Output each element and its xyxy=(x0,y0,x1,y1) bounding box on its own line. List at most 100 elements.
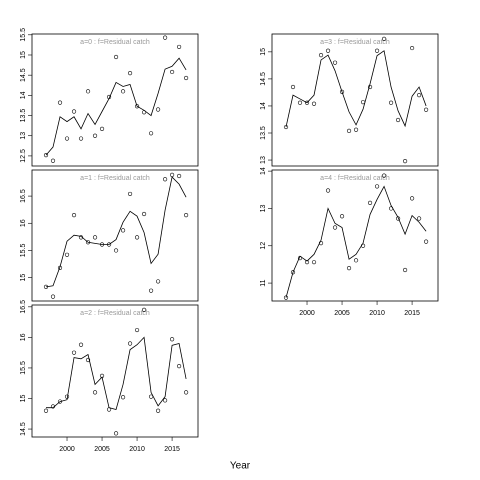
data-point xyxy=(290,270,296,275)
data-point xyxy=(120,89,126,94)
data-point xyxy=(113,431,119,436)
data-point xyxy=(353,127,359,132)
y-tick-label: 13.5 xyxy=(20,109,27,123)
y-tick-label: 13 xyxy=(260,156,267,164)
data-point xyxy=(183,75,189,81)
data-point xyxy=(290,84,296,90)
y-tick-label: 15.5 xyxy=(20,244,27,258)
data-point xyxy=(50,158,56,163)
panel-frame xyxy=(31,304,199,438)
panel-frame xyxy=(271,169,439,302)
y-tick-label: 14.5 xyxy=(20,422,27,436)
y-tick-label: 13.5 xyxy=(260,126,267,140)
y-tick-label: 12 xyxy=(260,242,267,250)
x-tick-label: 2005 xyxy=(334,310,350,317)
x-tick-label: 2010 xyxy=(129,446,145,453)
data-point xyxy=(402,159,408,164)
data-point xyxy=(85,89,91,94)
data-point xyxy=(71,109,77,114)
data-point xyxy=(297,100,303,105)
data-point xyxy=(134,104,140,109)
data-point xyxy=(423,239,429,244)
panel-title: a=2 : f=Residual catch xyxy=(80,310,150,317)
y-tick-label: 16 xyxy=(20,219,27,227)
data-point xyxy=(353,258,359,263)
panel-frame xyxy=(31,33,199,167)
data-point xyxy=(141,211,147,217)
data-point xyxy=(416,216,422,221)
data-point xyxy=(155,279,161,284)
data-point xyxy=(113,248,119,253)
data-point xyxy=(169,172,175,177)
y-tick-label: 15 xyxy=(20,274,27,282)
data-point xyxy=(127,341,133,346)
y-tick-label: 14 xyxy=(260,167,267,175)
y-tick-label: 12.5 xyxy=(20,149,27,163)
data-point xyxy=(127,191,133,197)
data-point xyxy=(311,101,317,106)
fit-line xyxy=(45,57,187,156)
data-point xyxy=(374,184,380,189)
data-point xyxy=(71,213,77,218)
data-point xyxy=(176,44,182,50)
data-point xyxy=(183,390,189,395)
data-point xyxy=(78,136,84,141)
data-point xyxy=(50,294,56,299)
panel-title: a=3 : f=Residual catch xyxy=(320,39,390,46)
data-point xyxy=(346,128,352,133)
data-point xyxy=(409,45,415,51)
data-point xyxy=(120,228,126,233)
data-point xyxy=(162,35,168,40)
data-point xyxy=(134,327,140,333)
panel-frame xyxy=(271,33,439,167)
data-point xyxy=(332,60,338,65)
data-point xyxy=(388,100,394,105)
y-tick-label: 16.5 xyxy=(20,300,27,314)
panel-frame xyxy=(31,169,199,302)
panel-title: a=0 : f=Residual catch xyxy=(80,39,150,46)
data-point xyxy=(402,267,408,273)
y-tick-label: 13 xyxy=(260,204,267,212)
data-point xyxy=(169,69,175,75)
data-point xyxy=(395,117,401,123)
data-point xyxy=(374,48,380,53)
x-tick-label: 2010 xyxy=(369,310,385,317)
fit-line xyxy=(46,336,187,410)
data-point xyxy=(169,337,175,342)
data-point xyxy=(155,408,161,413)
data-point xyxy=(99,126,105,131)
y-tick-label: 15 xyxy=(20,51,27,59)
panel-title: a=4 : f=Residual catch xyxy=(320,175,390,182)
data-point xyxy=(141,307,147,312)
data-point xyxy=(283,295,289,300)
y-tick-label: 15 xyxy=(20,395,27,403)
x-tick-label: 2005 xyxy=(94,446,110,453)
data-point xyxy=(148,288,154,293)
fit-line xyxy=(285,50,427,128)
data-point xyxy=(325,188,331,193)
y-tick-label: 16 xyxy=(20,333,27,341)
data-point xyxy=(304,100,310,105)
y-tick-label: 14 xyxy=(20,91,27,99)
fit-line xyxy=(45,176,187,288)
x-tick-label: 2015 xyxy=(404,310,420,317)
y-tick-label: 14.5 xyxy=(20,68,27,82)
data-point xyxy=(78,342,84,347)
data-point xyxy=(381,173,387,178)
data-point xyxy=(134,235,140,240)
x-axis-label: Year xyxy=(230,461,251,472)
data-point xyxy=(409,196,415,201)
data-point xyxy=(339,214,345,219)
y-tick-label: 15 xyxy=(260,48,267,56)
data-point xyxy=(162,177,168,182)
data-point xyxy=(162,398,168,403)
y-tick-label: 14 xyxy=(260,102,267,110)
y-tick-label: 11 xyxy=(260,279,267,286)
data-point xyxy=(339,89,345,94)
data-point xyxy=(64,252,70,257)
data-point xyxy=(183,213,189,218)
data-point xyxy=(85,357,91,363)
y-tick-label: 14.5 xyxy=(260,72,267,86)
data-point xyxy=(64,136,70,141)
